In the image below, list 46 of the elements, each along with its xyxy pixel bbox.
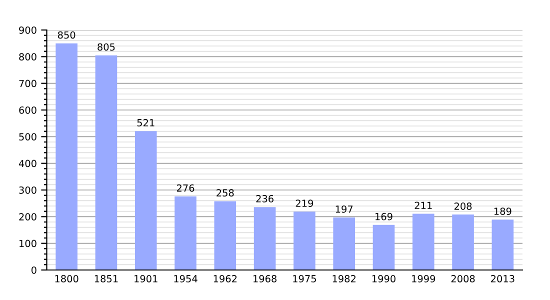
data-label: 521 [137,119,154,126]
x-tick-label: 1800 [55,275,78,282]
bar [214,201,236,270]
data-label: 850 [58,31,76,39]
data-label: 276 [176,184,194,192]
data-label: 258 [216,189,234,197]
bar [452,214,474,270]
data-label: 169 [376,212,392,220]
bar [95,55,118,270]
x-tick-label: 1962 [214,275,237,282]
x-tick-label: 1990 [372,275,396,282]
bar [56,43,78,270]
bar [254,207,276,270]
bar [372,224,395,270]
data-label: 236 [256,195,274,202]
data-label: 208 [454,202,472,210]
bar [134,131,157,270]
bar [492,220,514,270]
y-tick-label: 800 [19,53,36,60]
bar [294,212,316,270]
y-tick-label: 500 [19,133,36,140]
y-tick-label: 0 [31,266,36,274]
y-tick-label: 900 [19,26,36,34]
x-tick-label: 1975 [293,275,316,282]
bar [412,214,434,270]
y-tick-label: 300 [19,186,36,194]
x-tick-label: 1954 [174,275,198,282]
x-tick-label: 2013 [491,275,514,282]
y-tick-label: 100 [20,240,36,248]
data-label: 805 [98,43,115,51]
data-label: 219 [296,200,314,207]
data-label: 211 [414,202,432,209]
data-label: 189 [494,208,512,215]
bar [174,196,196,270]
x-tick-label: 1982 [332,275,356,282]
y-tick-label: 400 [18,160,36,168]
data-label: 197 [336,205,353,213]
bar [333,217,355,270]
x-tick-label: 1999 [412,275,436,282]
y-tick-label: 600 [19,106,36,114]
x-tick-label: 1901 [134,275,158,282]
x-tick-label: 1851 [94,275,118,282]
x-tick-label: 2008 [451,275,475,282]
x-tick-label: 1968 [254,275,277,282]
y-tick-label: 700 [19,80,36,88]
y-tick-label: 200 [19,213,36,220]
